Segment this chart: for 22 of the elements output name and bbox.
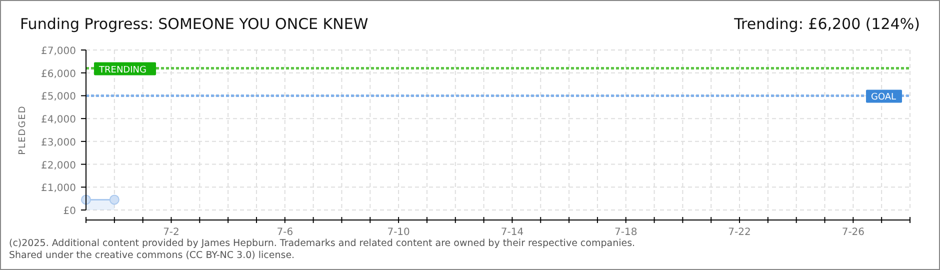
x-tick-label: 7-14 xyxy=(500,227,524,238)
y-tick-label: £2,000 xyxy=(41,160,76,172)
y-tick-label: £0 xyxy=(63,206,76,217)
y-tick-label: £4,000 xyxy=(41,114,76,126)
chart-title: Funding Progress: SOMEONE YOU ONCE KNEW xyxy=(20,15,368,33)
x-tick-label: 7-2 xyxy=(163,227,180,238)
x-tick-label: 7-26 xyxy=(842,227,865,238)
y-axis-title: PLEDGED xyxy=(18,105,28,155)
x-tick-label: 7-18 xyxy=(614,227,638,238)
x-tick-label: 7-10 xyxy=(387,227,410,238)
x-tick-label: 7-6 xyxy=(276,227,294,238)
y-tick-label: £5,000 xyxy=(41,92,76,103)
y-tick-label: £3,000 xyxy=(41,137,76,148)
text: (c)2025. Additional content provided by James Hepburn. Trademarks and related content are owned by their respective companies. xyxy=(9,238,636,249)
ref-line-label: GOAL xyxy=(871,92,896,103)
y-tick-label: £6,000 xyxy=(41,68,76,80)
text: Shared under the creative commons (CC BY-NC 3.0) license. xyxy=(9,250,295,261)
chart-subtitle: Trending: £6,200 (124%) xyxy=(733,15,920,33)
ref-line-label: TRENDING xyxy=(98,65,146,76)
x-tick-label: 7-22 xyxy=(728,227,751,238)
y-tick-label: £1,000 xyxy=(41,183,76,194)
y-tick-label: £7,000 xyxy=(41,46,76,57)
